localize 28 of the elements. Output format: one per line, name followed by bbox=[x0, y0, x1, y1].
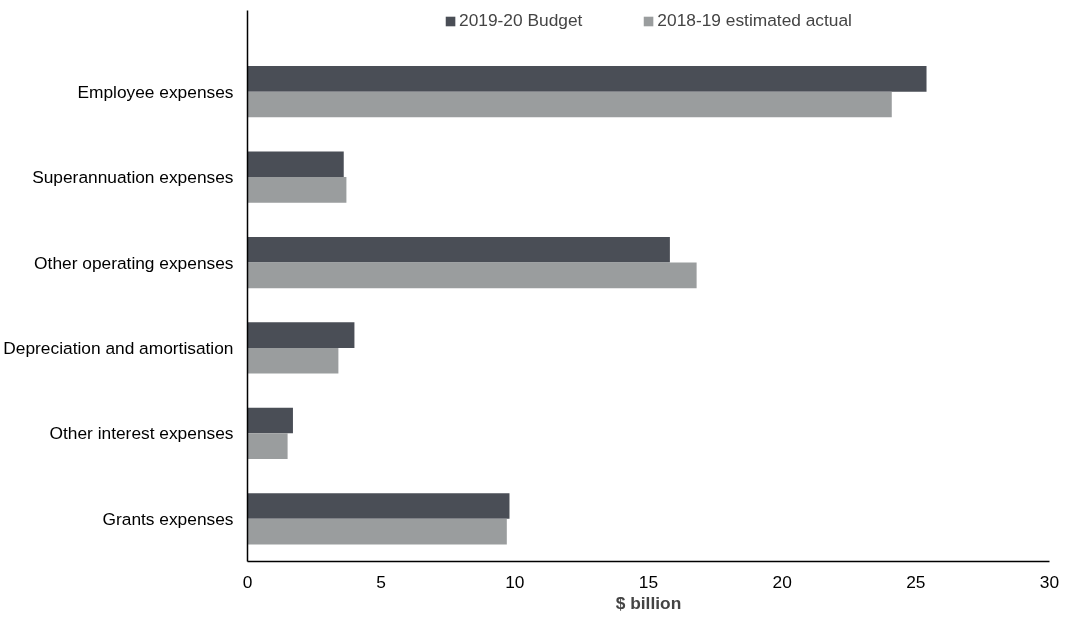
bar bbox=[247, 66, 927, 92]
bar bbox=[247, 518, 507, 545]
bar bbox=[247, 262, 697, 289]
x-tick-label: 25 bbox=[906, 571, 926, 592]
y-tick-label: Other interest expenses bbox=[49, 423, 234, 444]
x-tick-label: 30 bbox=[1039, 571, 1060, 592]
y-tick-label: Depreciation and amortisation bbox=[3, 337, 234, 358]
x-axis-title: $ billion bbox=[615, 592, 682, 613]
bar bbox=[247, 407, 293, 434]
bar bbox=[247, 433, 288, 459]
x-tick-label: 15 bbox=[638, 571, 659, 592]
bar bbox=[247, 177, 347, 203]
y-tick-label: Superannuation expenses bbox=[32, 167, 234, 188]
y-tick-label: Grants expenses bbox=[102, 508, 234, 529]
x-tick-label: 10 bbox=[505, 571, 525, 592]
x-tick-label: 20 bbox=[772, 571, 792, 592]
bar bbox=[247, 347, 339, 374]
y-tick-label: Employee expenses bbox=[77, 81, 234, 102]
bar bbox=[247, 493, 510, 519]
bar bbox=[247, 91, 892, 118]
legend-label: 2019-20 Budget bbox=[459, 10, 583, 31]
x-tick-label: 5 bbox=[376, 571, 386, 592]
bar bbox=[247, 236, 670, 263]
y-tick-label: Other operating expenses bbox=[34, 252, 234, 273]
legend-label: 2018-19 estimated actual bbox=[657, 10, 852, 31]
x-tick-label: 0 bbox=[242, 571, 253, 592]
bar bbox=[247, 322, 355, 348]
bar bbox=[247, 151, 344, 178]
